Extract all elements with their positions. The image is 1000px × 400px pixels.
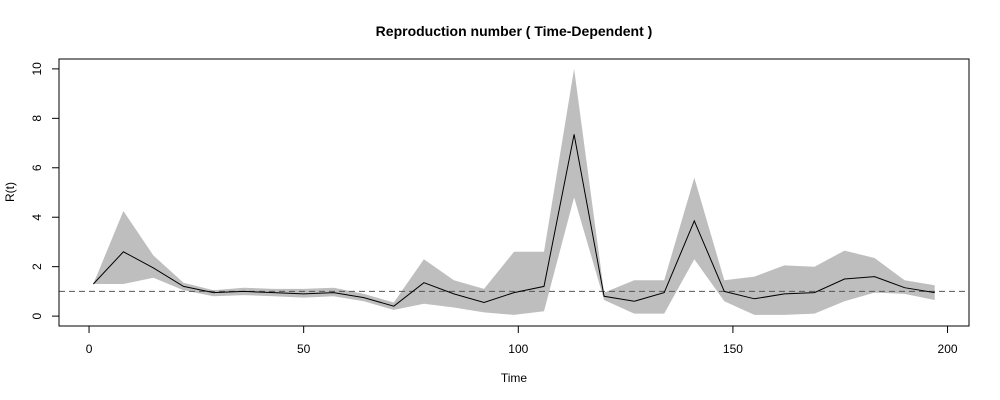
x-tick-label: 200 xyxy=(938,342,958,356)
x-tick-label: 100 xyxy=(508,342,528,356)
confidence-band xyxy=(93,68,935,315)
y-tick-label: 0 xyxy=(30,312,44,319)
y-tick-label: 8 xyxy=(30,115,44,122)
y-tick-label: 10 xyxy=(30,62,44,76)
x-tick-label: 0 xyxy=(86,342,93,356)
y-tick-label: 4 xyxy=(30,214,44,221)
band-area xyxy=(93,68,935,315)
x-axis-label: Time xyxy=(501,371,528,385)
mean-line xyxy=(92,134,935,307)
chart-title: Reproduction number ( Time-Dependent ) xyxy=(376,23,653,39)
y-tick-label: 6 xyxy=(30,164,44,171)
x-tick-label: 50 xyxy=(297,342,311,356)
y-axis: 0 2 4 6 8 10 xyxy=(30,62,60,319)
y-tick-label: 2 xyxy=(30,263,44,270)
x-axis: 0 50 100 150 200 xyxy=(86,325,958,356)
mean-polyline xyxy=(92,134,935,307)
y-axis-label: R(t) xyxy=(3,182,17,202)
x-tick-label: 150 xyxy=(723,342,743,356)
